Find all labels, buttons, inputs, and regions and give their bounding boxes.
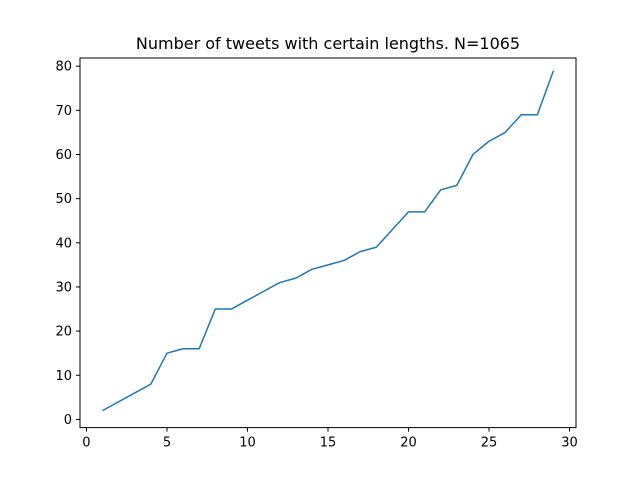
y-tick-label: 80 bbox=[55, 60, 72, 75]
y-tick-label: 50 bbox=[55, 192, 72, 207]
x-tick-label: 20 bbox=[400, 436, 417, 451]
y-tick-label: 30 bbox=[55, 280, 72, 295]
x-tick-label: 5 bbox=[163, 436, 171, 451]
y-tick-label: 0 bbox=[64, 413, 72, 428]
y-axis: 0 10 20 30 40 50 60 70 80 bbox=[55, 60, 80, 428]
x-tick-label: 0 bbox=[82, 436, 90, 451]
x-tick-label: 25 bbox=[481, 436, 498, 451]
x-tick-label: 15 bbox=[320, 436, 337, 451]
x-tick-label: 10 bbox=[239, 436, 256, 451]
x-tick-label: 30 bbox=[561, 436, 578, 451]
y-tick-label: 70 bbox=[55, 104, 72, 119]
series-line-0 bbox=[102, 70, 555, 412]
series-layer bbox=[102, 70, 555, 412]
y-tick-label: 10 bbox=[55, 369, 72, 384]
y-tick-label: 60 bbox=[55, 148, 72, 163]
chart-title: Number of tweets with certain lengths. N… bbox=[136, 34, 520, 53]
plot-frame bbox=[79, 57, 577, 429]
y-tick-label: 40 bbox=[55, 236, 72, 251]
y-tick-label: 20 bbox=[55, 325, 72, 340]
x-axis: 0 5 10 15 20 25 30 bbox=[82, 427, 578, 451]
